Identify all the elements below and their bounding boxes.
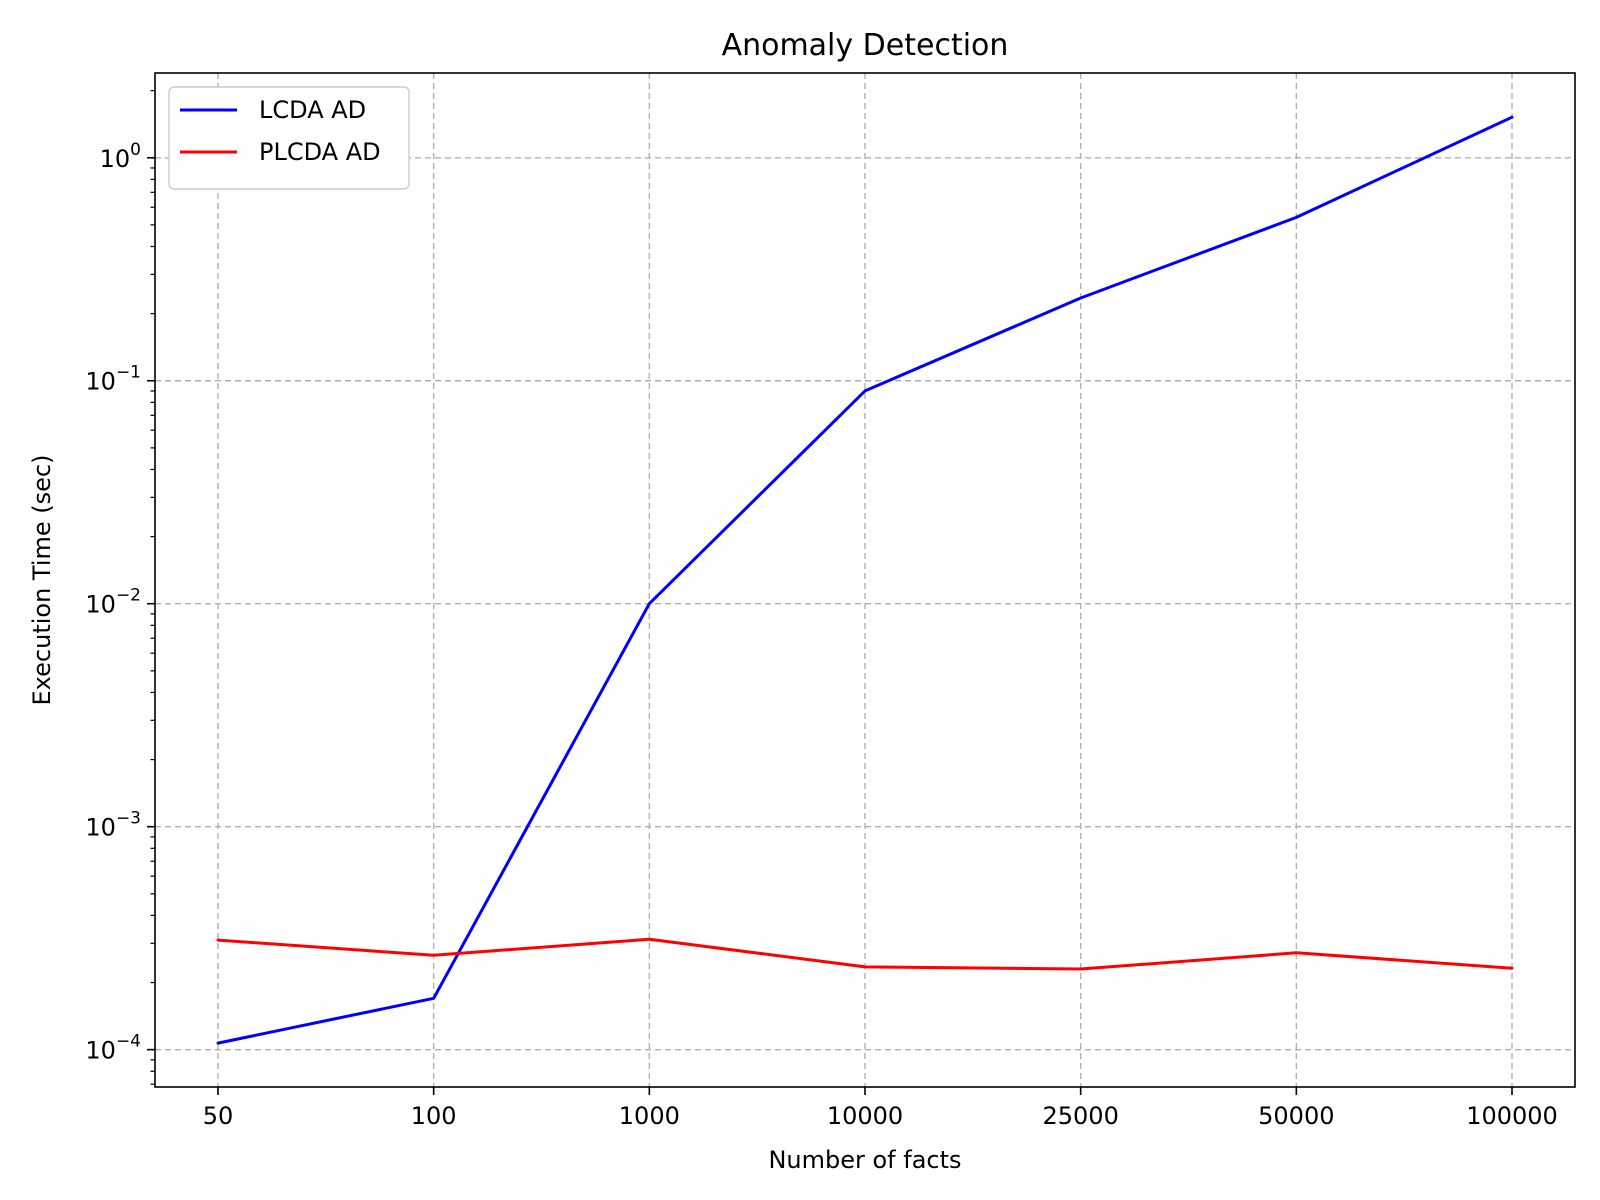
legend: LCDA AD PLCDA AD [168, 86, 410, 190]
legend-label: PLCDA AD [259, 138, 381, 166]
series-layer [216, 115, 1514, 1045]
y-axis-label: Execution Time (sec) [28, 455, 56, 706]
x-tick-label: 50 [203, 1102, 234, 1130]
x-tick-label: 10000 [827, 1102, 903, 1130]
y-tick-label: 10−1 [85, 363, 141, 396]
y-tick-label: 10−2 [85, 586, 141, 619]
series-line-lcda-ad [216, 115, 1514, 1045]
x-tick-label: 25000 [1042, 1102, 1118, 1130]
x-tick-label: 1000 [619, 1102, 680, 1130]
axis-ticks: 50 100 1000 10000 25000 50000 100000 100 10−1 10−… [85, 90, 1558, 1130]
chart-title: Anomaly Detection [722, 28, 1009, 63]
y-tick-label: 10−4 [85, 1032, 141, 1065]
x-tick-label: 50000 [1258, 1102, 1334, 1130]
x-tick-label: 100000 [1466, 1102, 1558, 1130]
legend-label: LCDA AD [259, 96, 366, 124]
series-line-plcda-ad [216, 937, 1514, 971]
y-tick-label: 10−3 [85, 809, 141, 842]
x-tick-label: 100 [411, 1102, 457, 1130]
x-axis-label: Number of facts [768, 1146, 961, 1174]
grid [155, 73, 1575, 1087]
legend-box [168, 86, 410, 190]
y-tick-label: 100 [100, 140, 141, 173]
